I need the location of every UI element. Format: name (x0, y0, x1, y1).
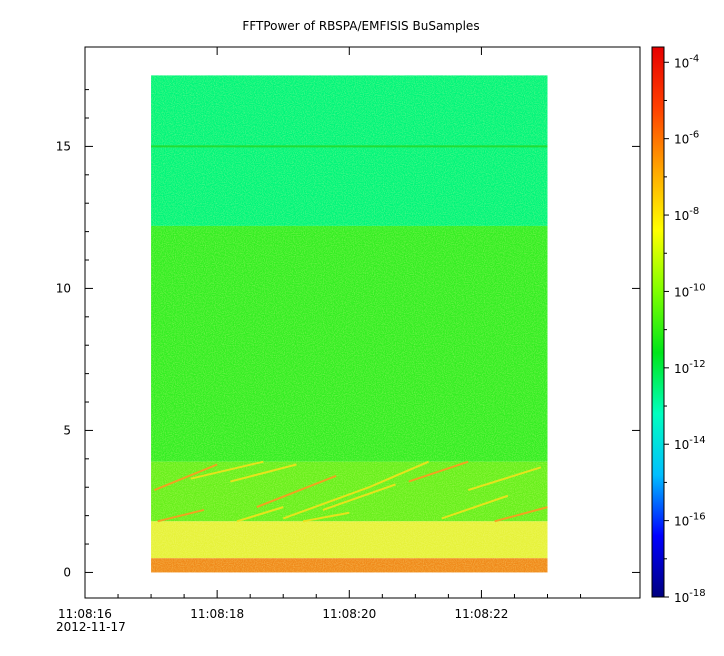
x-tick-label-0: 11:08:16 (58, 607, 112, 621)
chart-title: FFTPower of RBSPA/EMFISIS BuSamples (242, 19, 479, 33)
x-tick-label-1: 11:08:18 (190, 607, 244, 621)
chorus-features (153, 460, 548, 523)
colorbar-tick-label: 10-10 (674, 282, 706, 299)
colorbar-tick-label: 10-12 (674, 359, 706, 376)
spectrogram-noise (151, 75, 548, 573)
chorus-streak-4 (282, 486, 370, 520)
x-tick-date-label: 2012-11-17 (56, 620, 126, 634)
chorus-streak-5 (322, 483, 396, 511)
chorus-streak-12 (494, 506, 548, 523)
colorbar-tick-label: 10-4 (674, 53, 699, 70)
colorbar-tick-label: 10-16 (674, 512, 706, 529)
colorbar-tick-label: 10-14 (674, 435, 706, 452)
chorus-streak-1 (190, 460, 264, 480)
chorus-streak-11 (467, 466, 542, 492)
y-axis: 0 5 10 15 (56, 89, 640, 579)
chorus-streak-3 (256, 474, 337, 509)
x-tick-label-2: 11:08:20 (322, 607, 376, 621)
chorus-streak-0 (153, 463, 218, 491)
x-tick-label-3: 11:08:22 (454, 607, 508, 621)
chorus-streak-8 (368, 460, 429, 489)
chorus-streak-2 (230, 463, 297, 483)
colorbar (651, 46, 665, 598)
chorus-streak-13 (302, 511, 350, 523)
y-tick-label-15: 15 (56, 139, 71, 153)
chorus-streak-9 (408, 460, 469, 483)
chorus-streak-7 (236, 506, 284, 523)
y-tick-label-0: 0 (63, 565, 71, 579)
colorbar-tick-label: 10-8 (674, 206, 699, 223)
colorbar-axis: 10-4 10-6 10-8 10-10 10-12 10-14 10-16 10-18 (664, 53, 706, 605)
chorus-streak-6 (157, 508, 205, 523)
colorbar-tick-label: 10-18 (674, 588, 706, 605)
colorbar-tick-label: 10-6 (674, 130, 699, 147)
y-tick-label-10: 10 (56, 281, 71, 295)
y-tick-label-5: 5 (63, 423, 71, 437)
plot-area (151, 75, 548, 573)
chorus-streak-10 (441, 494, 509, 520)
plot-frame (84, 46, 641, 599)
